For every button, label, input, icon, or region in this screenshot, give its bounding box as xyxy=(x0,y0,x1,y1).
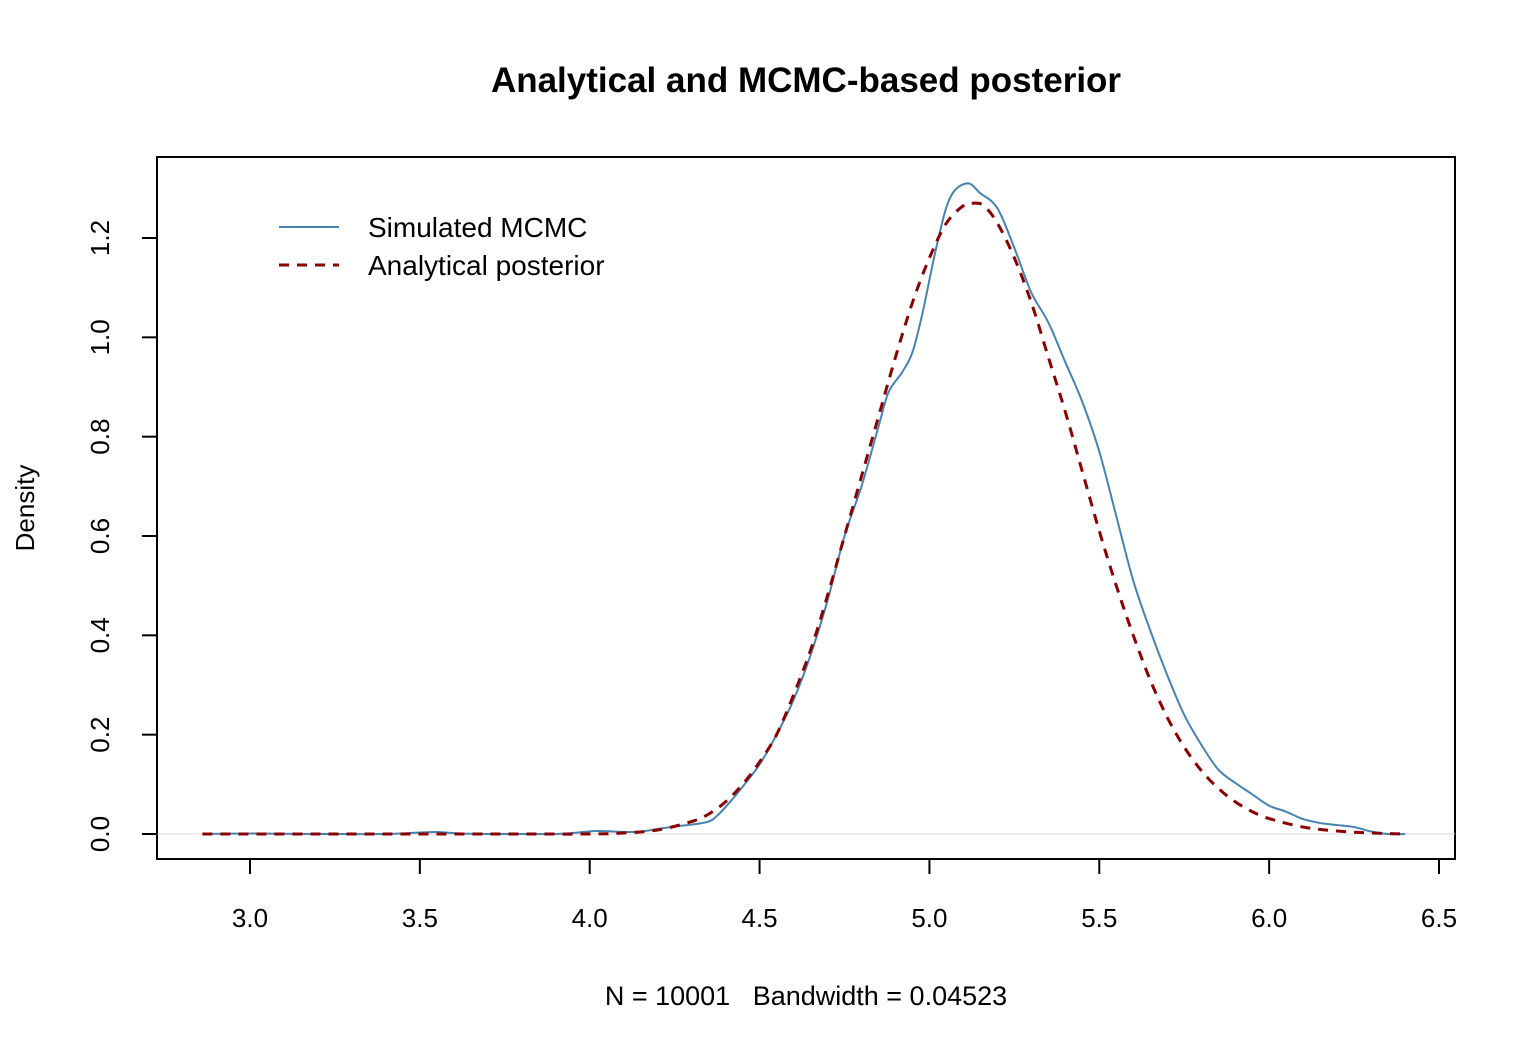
series-line-simulated xyxy=(202,182,1406,836)
y-tick-label: 0.4 xyxy=(85,617,115,653)
x-axis: 3.0 3.5 4.0 4.5 5.0 5.5 6.0 6.5 xyxy=(232,858,1457,933)
legend: Simulated MCMC Analytical posterior xyxy=(279,212,605,281)
x-tick-label: 4.0 xyxy=(572,903,608,933)
x-tick-label: 5.5 xyxy=(1081,903,1117,933)
x-tick-label: 6.5 xyxy=(1421,903,1457,933)
x-tick-label: 5.0 xyxy=(911,903,947,933)
series-group xyxy=(202,182,1406,836)
x-tick-label: 4.5 xyxy=(741,903,777,933)
y-tick-label: 1.0 xyxy=(85,319,115,355)
legend-label-analytical: Analytical posterior xyxy=(368,250,605,281)
legend-label-simulated: Simulated MCMC xyxy=(368,212,587,243)
plot-frame xyxy=(156,156,1456,860)
y-tick-label: 0.6 xyxy=(85,518,115,554)
y-tick-label: 0.2 xyxy=(85,717,115,753)
x-tick-label: 3.5 xyxy=(402,903,438,933)
x-tick-label: 6.0 xyxy=(1251,903,1287,933)
x-axis-label: N = 10001 Bandwidth = 0.04523 xyxy=(605,981,1007,1011)
chart-title: Analytical and MCMC-based posterior xyxy=(491,61,1121,100)
series-line-analytical xyxy=(202,201,1406,836)
y-axis-label: Density xyxy=(10,465,40,552)
y-tick-label: 0.8 xyxy=(85,419,115,455)
x-tick-label: 3.0 xyxy=(232,903,268,933)
y-tick-label: 1.2 xyxy=(85,220,115,256)
y-axis: 0.0 0.2 0.4 0.6 0.8 1.0 1.2 xyxy=(85,220,158,852)
y-tick-label: 0.0 xyxy=(85,816,115,852)
